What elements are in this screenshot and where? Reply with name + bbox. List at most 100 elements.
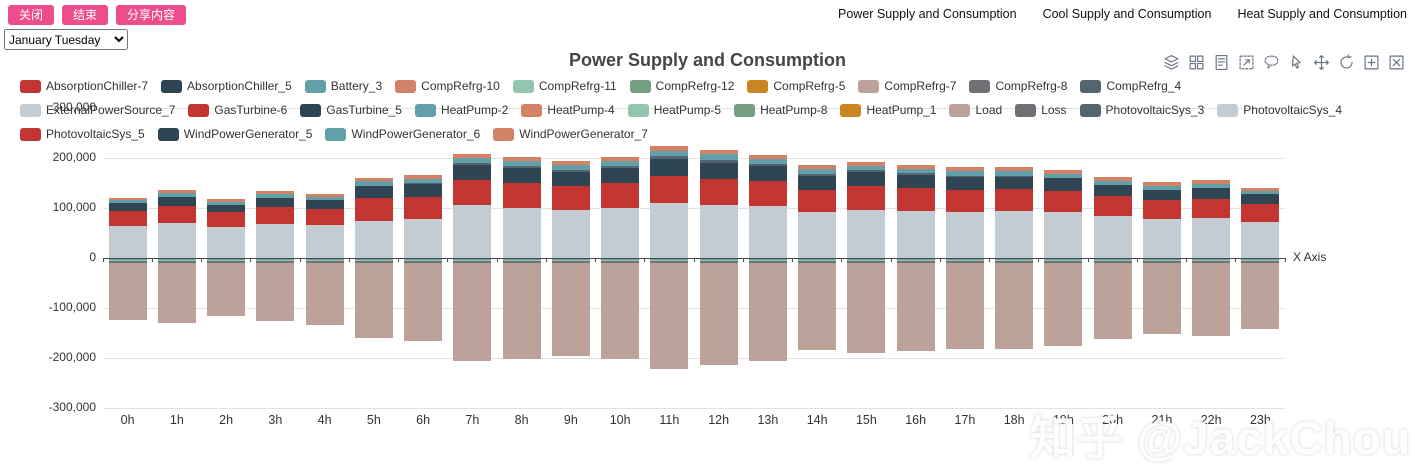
bar-segment-HeatPump-5-7h[interactable] [453, 259, 492, 261]
bar-segment-Battery_3-6h[interactable] [404, 178, 443, 183]
bar-segment-WindPowerGenerator_7-6h[interactable] [404, 175, 443, 179]
bar-segment-ExternalPowerSource_7-23h[interactable] [1241, 222, 1280, 258]
bar-segment-WindPowerGenerator_7-14h[interactable] [798, 165, 837, 169]
bar-segment-WindPowerGenerator_7-16h[interactable] [896, 164, 935, 169]
bar-segment-Loss-3h[interactable] [256, 260, 295, 263]
bar-segment-Battery_3-21h[interactable] [1142, 185, 1181, 190]
bar-segment-ExternalPowerSource_7-13h[interactable] [748, 206, 787, 258]
bar-segment-HeatPump-2-0h[interactable] [108, 258, 147, 260]
bar-segment-WindPowerGenerator_7-9h[interactable] [551, 160, 590, 165]
bar-segment-WindPowerGenerator_7-23h[interactable] [1241, 187, 1280, 191]
bar-segment-HeatPump-2-17h[interactable] [945, 258, 984, 260]
bar-segment-WindPowerGenerator_7-8h[interactable] [502, 156, 541, 161]
bar-segment-HeatPump-2-7h[interactable] [453, 258, 492, 260]
bar-segment-WindPowerGenerator_7-2h[interactable] [207, 199, 246, 202]
bar-segment-HeatPump-2-4h[interactable] [305, 258, 344, 260]
bar-segment-GasTurbine_5-3h[interactable] [256, 197, 295, 207]
bar-segment-Loss-18h[interactable] [995, 260, 1034, 263]
bar-segment-HeatPump-5-15h[interactable] [847, 259, 886, 261]
bar-segment-ExternalPowerSource_7-0h[interactable] [108, 225, 147, 258]
bar-segment-PhotovoltaicSys_3-14h[interactable] [798, 173, 837, 176]
bar-segment-WindPowerGenerator_7-21h[interactable] [1142, 182, 1181, 186]
bar-segment-WindPowerGenerator_7-0h[interactable] [108, 197, 147, 200]
bar-segment-Battery_3-16h[interactable] [896, 168, 935, 173]
bar-segment-HeatPump-5-21h[interactable] [1142, 259, 1181, 261]
end-button[interactable]: 结束 [62, 5, 109, 26]
bar-segment-WindPowerGenerator_7-15h[interactable] [847, 161, 886, 166]
bar-segment-Loss-21h[interactable] [1142, 260, 1181, 263]
bar-segment-GasTurbine_5-14h[interactable] [798, 175, 837, 190]
bar-segment-HeatPump-5-1h[interactable] [157, 259, 196, 261]
legend-item-PhotovoltaicSys_4[interactable]: PhotovoltaicSys_4 [1217, 103, 1342, 117]
bar-segment-WindPowerGenerator_7-18h[interactable] [995, 167, 1034, 171]
nav-heat-tab[interactable]: Heat Supply and Consumption [1237, 7, 1407, 21]
bar-segment-HeatPump-2-10h[interactable] [601, 258, 640, 260]
bar-segment-HeatPump-5-6h[interactable] [404, 259, 443, 261]
share-button[interactable]: 分享内容 [116, 5, 187, 26]
legend-item-CompRefrg_4[interactable]: CompRefrg_4 [1080, 79, 1181, 93]
bar-segment-ExternalPowerSource_7-17h[interactable] [945, 211, 984, 258]
bar-segment-Battery_3-2h[interactable] [207, 201, 246, 205]
bar-segment-Loss-2h[interactable] [207, 260, 246, 263]
bar-segment-HeatPump-5-3h[interactable] [256, 259, 295, 261]
legend-item-CompRefrg-12[interactable]: CompRefrg-12 [629, 79, 734, 93]
bar-segment-HeatPump-5-12h[interactable] [699, 259, 738, 261]
bar-segment-PhotovoltaicSys_3-6h[interactable] [404, 183, 443, 184]
bar-segment-HeatPump-2-8h[interactable] [502, 258, 541, 260]
restore-icon[interactable] [1338, 54, 1355, 71]
stack-icon[interactable] [1163, 54, 1180, 71]
bar-segment-HeatPump-5-8h[interactable] [502, 259, 541, 261]
bar-segment-HeatPump-2-21h[interactable] [1142, 258, 1181, 260]
bar-segment-HeatPump-2-14h[interactable] [798, 258, 837, 260]
bar-segment-Loss-12h[interactable] [699, 260, 738, 263]
legend-item-Load[interactable]: Load [949, 103, 1002, 117]
bar-segment-Battery_3-5h[interactable] [354, 181, 393, 186]
bar-segment-Battery_3-15h[interactable] [847, 165, 886, 170]
bar-segment-HeatPump-2-6h[interactable] [404, 258, 443, 260]
bar-segment-Load-8h[interactable] [502, 262, 541, 359]
bar-segment-WindPowerGenerator_7-20h[interactable] [1093, 177, 1132, 181]
legend-item-CompRefrg-8[interactable]: CompRefrg-8 [969, 79, 1067, 93]
bar-segment-PhotovoltaicSys_3-11h[interactable] [650, 156, 689, 159]
bar-segment-GasTurbine-6-1h[interactable] [157, 205, 196, 223]
bar-segment-GasTurbine_5-1h[interactable] [157, 196, 196, 206]
bar-segment-PhotovoltaicSys_3-10h[interactable] [601, 165, 640, 168]
bar-segment-Loss-22h[interactable] [1192, 260, 1231, 263]
legend-item-WindPowerGenerator_7[interactable]: WindPowerGenerator_7 [493, 127, 648, 141]
bar-segment-ExternalPowerSource_7-10h[interactable] [601, 208, 640, 258]
bar-segment-WindPowerGenerator_7-11h[interactable] [650, 146, 689, 151]
legend-item-CompRefrg-7[interactable]: CompRefrg-7 [858, 79, 956, 93]
bar-segment-PhotovoltaicSys_3-12h[interactable] [699, 159, 738, 163]
tiled-icon[interactable] [1188, 54, 1205, 71]
bar-segment-Load-20h[interactable] [1093, 262, 1132, 339]
legend-item-AbsorptionChiller-7[interactable]: AbsorptionChiller-7 [20, 79, 148, 93]
bar-segment-Load-23h[interactable] [1241, 262, 1280, 329]
bar-segment-ExternalPowerSource_7-11h[interactable] [650, 203, 689, 258]
bar-segment-Battery_3-20h[interactable] [1093, 180, 1132, 185]
bar-segment-Load-2h[interactable] [207, 262, 246, 316]
bar-segment-GasTurbine_5-15h[interactable] [847, 172, 886, 186]
bar-segment-WindPowerGenerator_7-13h[interactable] [748, 154, 787, 159]
bar-segment-ExternalPowerSource_7-9h[interactable] [551, 210, 590, 258]
bar-segment-Battery_3-3h[interactable] [256, 194, 295, 198]
bar-segment-HeatPump-2-15h[interactable] [847, 258, 886, 260]
bar-segment-GasTurbine_5-23h[interactable] [1241, 194, 1280, 204]
bar-segment-Loss-7h[interactable] [453, 260, 492, 263]
bar-segment-Load-10h[interactable] [601, 262, 640, 359]
bar-segment-Battery_3-19h[interactable] [1044, 173, 1083, 178]
bar-segment-ExternalPowerSource_7-7h[interactable] [453, 205, 492, 258]
legend-item-HeatPump-5[interactable]: HeatPump-5 [627, 103, 721, 117]
bar-segment-GasTurbine_5-2h[interactable] [207, 204, 246, 212]
bar-segment-GasTurbine-6-10h[interactable] [601, 183, 640, 208]
bar-segment-GasTurbine-6-14h[interactable] [798, 189, 837, 212]
bar-segment-HeatPump-2-11h[interactable] [650, 258, 689, 260]
bar-segment-HeatPump-2-23h[interactable] [1241, 258, 1280, 260]
bar-segment-Battery_3-12h[interactable] [699, 154, 738, 160]
bar-segment-WindPowerGenerator_7-7h[interactable] [453, 154, 492, 158]
bar-segment-Load-12h[interactable] [699, 262, 738, 365]
bar-segment-HeatPump-5-22h[interactable] [1192, 259, 1231, 261]
bar-segment-Battery_3-14h[interactable] [798, 169, 837, 174]
pointer-select-icon[interactable] [1288, 54, 1305, 71]
bar-segment-HeatPump-5-23h[interactable] [1241, 259, 1280, 261]
bar-segment-PhotovoltaicSys_3-7h[interactable] [453, 163, 492, 165]
